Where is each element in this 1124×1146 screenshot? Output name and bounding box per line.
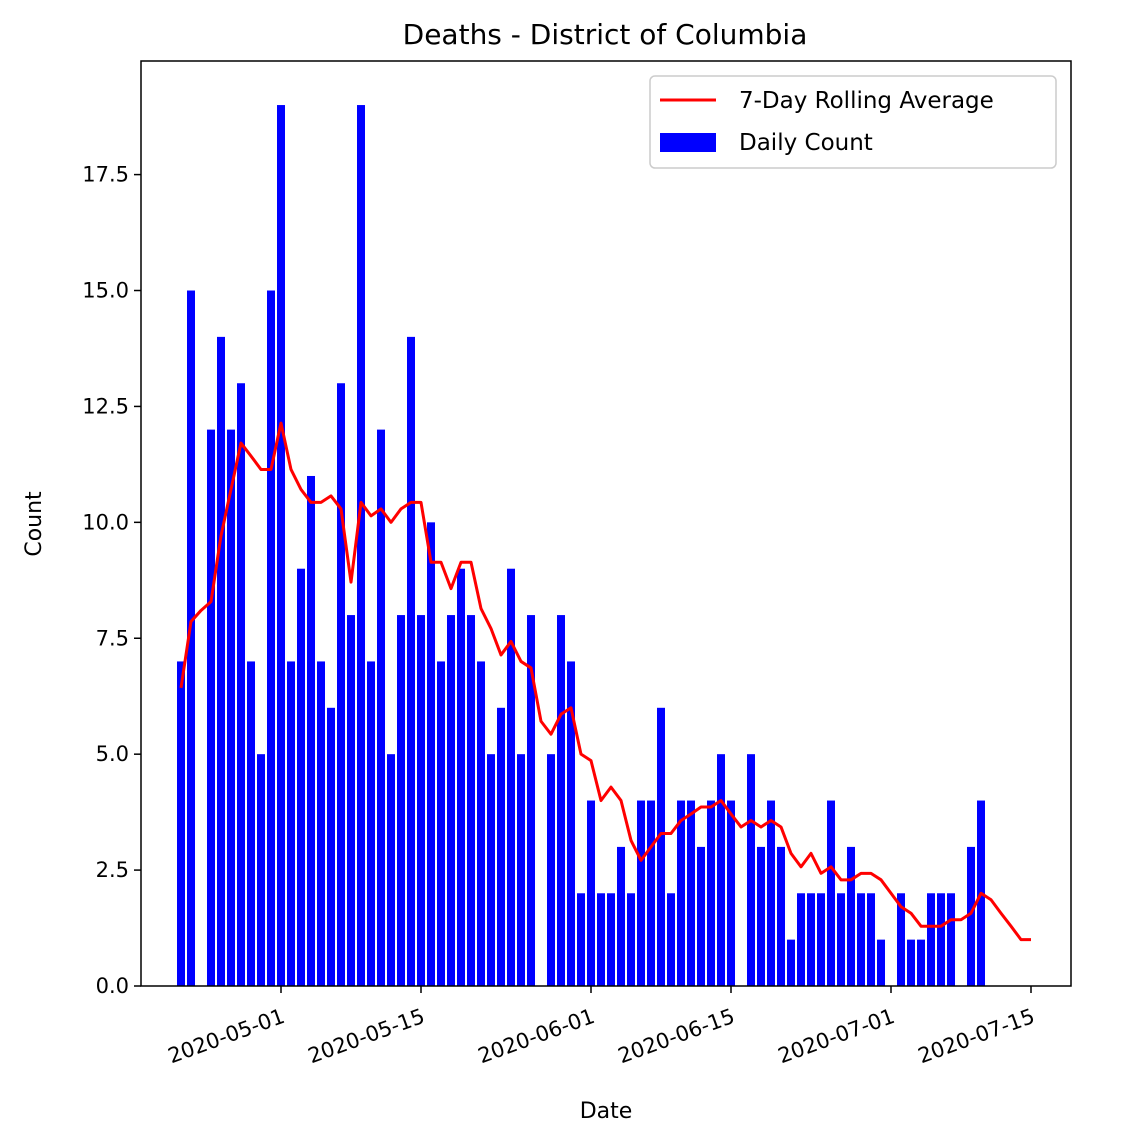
bar xyxy=(697,846,705,986)
bar xyxy=(527,615,535,986)
bar xyxy=(557,615,565,986)
y-tick-label: 10.0 xyxy=(82,510,129,534)
y-tick-label: 7.5 xyxy=(96,626,129,650)
bar xyxy=(897,893,905,986)
chart-title: Deaths - District of Columbia xyxy=(403,18,808,51)
y-tick-label: 17.5 xyxy=(82,163,129,187)
bar xyxy=(507,568,515,986)
bar xyxy=(687,800,695,986)
bar xyxy=(927,893,935,986)
bar xyxy=(877,939,885,986)
bar xyxy=(647,800,655,986)
bar xyxy=(907,939,915,986)
y-tick-label: 15.0 xyxy=(82,279,129,303)
bar xyxy=(917,939,925,986)
bar xyxy=(327,707,335,986)
bar xyxy=(787,939,795,986)
bar xyxy=(207,429,215,986)
bar xyxy=(607,893,615,986)
legend: 7-Day Rolling Average Daily Count xyxy=(649,75,1057,169)
bar xyxy=(757,846,765,986)
bar xyxy=(547,754,555,986)
bar xyxy=(217,336,225,986)
bar xyxy=(307,475,315,986)
rolling-average-line xyxy=(179,421,1031,942)
bar xyxy=(487,754,495,986)
y-axis: 0.0 2.5 5.0 7.5 10.0 12.5 15.0 17.5 xyxy=(82,163,141,998)
bar xyxy=(867,893,875,986)
legend-label-rolling-average: 7-Day Rolling Average xyxy=(739,88,994,114)
bar xyxy=(567,661,575,986)
bar xyxy=(637,800,645,986)
legend-bar-swatch xyxy=(660,133,716,152)
y-axis-label: Count xyxy=(22,491,47,557)
bar xyxy=(807,893,815,986)
bar xyxy=(187,290,195,986)
bar xyxy=(937,893,945,986)
bar xyxy=(457,568,465,986)
bar xyxy=(447,615,455,986)
bar xyxy=(417,615,425,986)
bar xyxy=(437,661,445,986)
bar xyxy=(247,661,255,986)
bar xyxy=(777,846,785,986)
plot-frame xyxy=(140,60,1072,987)
bar xyxy=(467,615,475,986)
bar xyxy=(377,429,385,986)
bar xyxy=(587,800,595,986)
bar xyxy=(767,800,775,986)
bar xyxy=(707,800,715,986)
bar xyxy=(337,383,345,986)
bar xyxy=(677,800,685,986)
legend-label-daily-count: Daily Count xyxy=(739,130,873,156)
bar xyxy=(497,707,505,986)
bar xyxy=(617,846,625,986)
bar xyxy=(827,800,835,986)
bar xyxy=(177,661,185,986)
bar xyxy=(267,290,275,986)
bar xyxy=(837,893,845,986)
bar xyxy=(347,615,355,986)
bar xyxy=(407,336,415,986)
bar xyxy=(667,893,675,986)
bar xyxy=(817,893,825,986)
y-tick-label: 12.5 xyxy=(82,394,129,418)
bar xyxy=(657,707,665,986)
bar xyxy=(477,661,485,986)
line-series-rolling-average xyxy=(179,421,1031,942)
bar xyxy=(577,893,585,986)
bar xyxy=(847,846,855,986)
bar xyxy=(237,383,245,986)
bar xyxy=(277,105,285,987)
bar xyxy=(317,661,325,986)
bar xyxy=(397,615,405,986)
bar xyxy=(947,893,955,986)
bar xyxy=(857,893,865,986)
bar xyxy=(357,105,365,987)
bar xyxy=(287,661,295,986)
x-axis-label: Date xyxy=(580,1099,633,1124)
bar xyxy=(967,846,975,986)
bar xyxy=(747,754,755,986)
y-tick-label: 5.0 xyxy=(96,742,129,766)
bar xyxy=(257,754,265,986)
bar xyxy=(387,754,395,986)
bar xyxy=(727,800,735,986)
bar xyxy=(797,893,805,986)
bar xyxy=(717,754,725,986)
bar xyxy=(427,522,435,986)
bar xyxy=(597,893,605,986)
bar-series-daily-count xyxy=(177,105,985,987)
bar xyxy=(297,568,305,986)
bar xyxy=(627,893,635,986)
y-tick-label: 0.0 xyxy=(96,974,129,998)
bar xyxy=(367,661,375,986)
bar xyxy=(517,754,525,986)
bar xyxy=(227,429,235,986)
y-tick-label: 2.5 xyxy=(96,858,129,882)
legend-box xyxy=(649,75,1057,169)
